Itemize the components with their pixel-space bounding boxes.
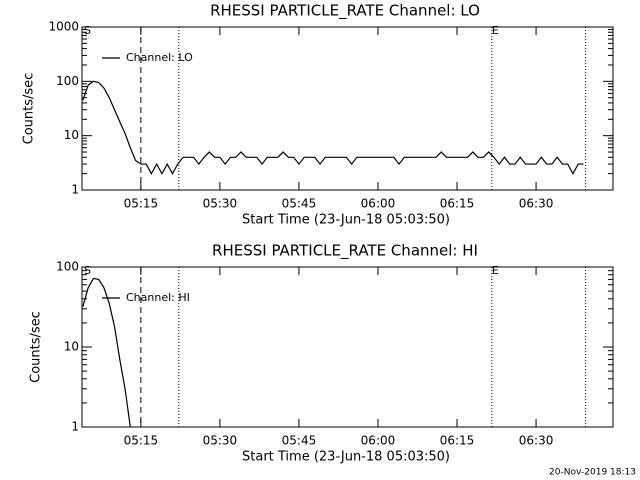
x-tick-label: 05:15: [124, 197, 159, 211]
x-tick-label: 05:15: [124, 434, 159, 448]
x-tick-label: 06:15: [440, 434, 475, 448]
y-tick-label: 1000: [48, 20, 79, 34]
chart-title: RHESSI PARTICLE_RATE Channel: HI: [212, 242, 478, 261]
y-axis-label: Counts/sec: [29, 311, 44, 383]
x-tick-label: 05:45: [282, 197, 317, 211]
y-tick-label: 10: [64, 340, 79, 354]
annotation: E: [492, 24, 499, 37]
x-tick-label: 05:30: [203, 434, 238, 448]
y-tick-label: 1: [71, 183, 79, 197]
annotation: S: [84, 264, 91, 277]
chart-title: RHESSI PARTICLE_RATE Channel: LO: [210, 2, 480, 21]
x-tick-label: 06:15: [440, 197, 475, 211]
y-tick-label: 10: [64, 128, 79, 142]
annotation: E: [492, 264, 499, 277]
x-axis-label: Start Time (23-Jun-18 05:03:50): [242, 450, 450, 465]
data-line: [82, 80, 584, 175]
data-line: [82, 277, 131, 427]
legend-label: Channel: LO: [126, 51, 193, 64]
x-tick-label: 06:00: [361, 434, 396, 448]
x-tick-label: 06:00: [361, 197, 396, 211]
x-axis-label: Start Time (23-Jun-18 05:03:50): [242, 213, 450, 228]
annotation: S: [84, 24, 91, 37]
y-tick-label: 1: [71, 420, 79, 434]
y-axis-label: Counts/sec: [22, 73, 37, 145]
x-tick-label: 06:30: [519, 197, 554, 211]
x-tick-label: 05:30: [203, 197, 238, 211]
legend-label: Channel: HI: [126, 291, 190, 304]
plot-frame: [81, 26, 614, 191]
y-tick-label: 100: [56, 260, 79, 274]
footer: 20-Nov-2019 18:13: [549, 468, 636, 478]
y-tick-label: 100: [56, 74, 79, 88]
x-tick-label: 05:45: [282, 434, 317, 448]
x-tick-label: 06:30: [519, 434, 554, 448]
